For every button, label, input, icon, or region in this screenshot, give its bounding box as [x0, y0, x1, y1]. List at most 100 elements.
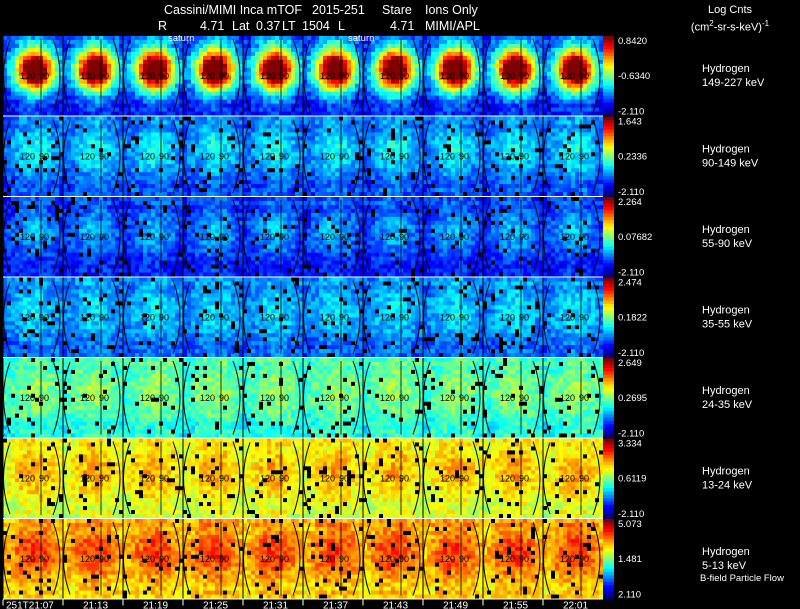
- field-of-view-arc: [183, 39, 191, 112]
- field-of-view-arc: [543, 39, 551, 112]
- angle-label-90: 90: [459, 473, 469, 483]
- field-of-view-arc: [112, 38, 121, 113]
- field-of-view-arc: [363, 361, 371, 434]
- angle-label-90: 90: [399, 554, 409, 564]
- colorbar-mid-label: 0.07682: [618, 232, 652, 243]
- field-of-view-arc: [3, 281, 11, 354]
- angle-label-120: 120: [20, 312, 35, 322]
- colorbar-segment: [603, 511, 614, 516]
- field-of-view-arc: [172, 521, 181, 596]
- field-of-view-arc: [472, 441, 481, 516]
- colorbar-segment: [603, 123, 614, 127]
- colorbar-segment: [603, 42, 614, 47]
- colorbar-segment: [603, 256, 614, 261]
- field-of-view-arc: [423, 361, 431, 434]
- colorbar-segment: [603, 494, 614, 499]
- field-of-view-arc: [532, 119, 541, 194]
- angle-label-120: 120: [380, 232, 395, 242]
- angle-label-120: 120: [500, 312, 515, 322]
- angle-label-120: 120: [80, 71, 95, 81]
- colorbar-segment: [603, 290, 614, 295]
- field-of-view-arc: [483, 281, 491, 354]
- angle-label-120: 120: [260, 71, 275, 81]
- field-of-view-arc: [352, 360, 361, 435]
- field-of-view-arc: [3, 39, 11, 112]
- colorbar-segment: [603, 578, 614, 583]
- species-label: Hydrogen: [702, 546, 750, 558]
- colorbar-segment: [603, 535, 614, 540]
- angle-label-90: 90: [519, 554, 529, 564]
- colorbar-max-label: 0.8420: [618, 36, 647, 47]
- field-of-view-arc: [352, 441, 361, 516]
- colorbar-segment: [603, 417, 614, 422]
- colorbar-segment: [603, 259, 614, 264]
- colorbar-segment: [603, 287, 614, 292]
- colorbar-segment: [603, 381, 614, 385]
- angle-label-90: 90: [519, 473, 529, 483]
- field-of-view-arc: [303, 281, 311, 354]
- angle-label-120: 120: [200, 151, 215, 161]
- angle-label-90: 90: [99, 312, 109, 322]
- field-of-view-arc: [543, 522, 551, 595]
- colorbar-segment: [603, 545, 614, 550]
- field-of-view-arc: [292, 360, 301, 435]
- angle-label-90: 90: [339, 473, 349, 483]
- field-of-view-arc: [63, 39, 71, 112]
- colorbar-segment: [603, 481, 614, 486]
- colorbar-segment: [603, 213, 614, 218]
- colorbar-segment: [603, 253, 614, 258]
- colorbar-segment: [603, 75, 614, 80]
- heatmap-frame: [3, 116, 64, 197]
- colorbar-mid-label: -0.6340: [618, 71, 650, 82]
- angle-label-120: 120: [80, 473, 95, 483]
- colorbar-segment: [603, 340, 614, 345]
- colorbar-segment: [603, 65, 614, 70]
- heatmap-frame: [183, 438, 244, 519]
- field-of-view-arc: [472, 280, 481, 355]
- angle-label-120: 120: [200, 312, 215, 322]
- colorbar-segment: [603, 532, 614, 537]
- angle-label-120: 120: [320, 71, 335, 81]
- colorbar-min-label: -2.110: [618, 268, 644, 279]
- field-of-view-arc: [363, 120, 371, 193]
- angle-label-90: 90: [459, 312, 469, 322]
- colorbar-segment: [603, 358, 614, 362]
- field-of-view-arc: [352, 521, 361, 596]
- colorbar-segment: [603, 133, 614, 137]
- colorbar-segment: [603, 149, 614, 154]
- field-of-view-arc: [483, 200, 491, 273]
- field-of-view-arc: [243, 39, 251, 112]
- angle-label-120: 120: [560, 554, 575, 564]
- species-label: Hydrogen: [702, 224, 750, 236]
- angle-label-120: 120: [320, 554, 335, 564]
- field-of-view-arc: [123, 361, 131, 434]
- colorbar-segment: [603, 246, 614, 251]
- field-of-view-arc: [243, 200, 251, 273]
- angle-label-90: 90: [99, 71, 109, 81]
- colorbar-segment: [603, 343, 614, 348]
- field-of-view-arc: [303, 522, 311, 595]
- heatmap-frame: [543, 116, 604, 197]
- colorbar-mid-label: 0.6119: [618, 473, 646, 484]
- field-of-view-arc: [243, 120, 251, 193]
- colorbar-segment: [603, 72, 614, 77]
- colorbar-max-label: 2.474: [618, 278, 642, 289]
- colorbar-segment: [603, 498, 614, 502]
- field-of-view-arc: [592, 280, 601, 355]
- colorbar-segment: [603, 548, 614, 553]
- colorbar-segment: [603, 445, 614, 449]
- angle-label-90: 90: [219, 393, 229, 403]
- field-of-view-arc: [543, 200, 551, 273]
- colorbar-segment: [603, 411, 614, 415]
- colorbar-max-label: 5.073: [618, 519, 642, 530]
- colorbar-segment: [603, 102, 614, 107]
- field-of-view-arc: [592, 521, 601, 596]
- field-of-view-arc: [183, 442, 191, 515]
- angle-label-90: 90: [279, 554, 289, 564]
- saturn-direction-marker: saturn: [348, 33, 374, 44]
- angle-label-120: 120: [380, 312, 395, 322]
- field-of-view-arc: [52, 521, 61, 596]
- field-of-view-arc: [303, 120, 311, 193]
- angle-label-90: 90: [279, 473, 289, 483]
